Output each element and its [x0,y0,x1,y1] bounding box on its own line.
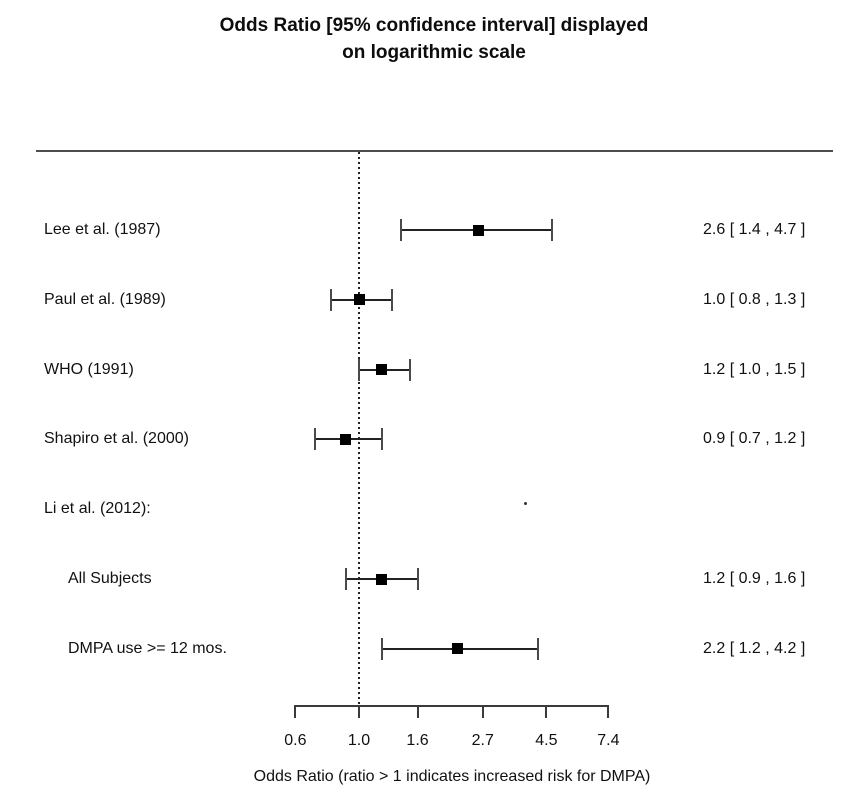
x-axis-line [295,705,609,707]
study-label: Paul et al. (1989) [44,290,166,308]
ci-cap-right [380,428,383,451]
estimate-ci-text: 0.9 [ 0.7 , 1.2 ] [703,430,806,448]
ci-cap-right [390,288,393,311]
chart-title-line1: Odds Ratio [95% confidence interval] dis… [219,15,649,36]
x-axis-tick-label: 0.6 [284,732,307,749]
estimate-marker [376,573,388,585]
study-label: Shapiro et al. (2000) [44,430,189,448]
estimate-marker [353,294,365,306]
x-axis-tick-label: 4.5 [535,732,558,749]
estimate-ci-text: 1.2 [ 0.9 , 1.6 ] [703,570,806,587]
estimate-ci-text: 1.2 [ 1.0 , 1.5 ] [703,360,806,378]
x-axis-tick-label: 7.4 [597,732,620,749]
ci-cap-left [344,568,347,590]
study-label: Lee et al. (1987) [44,221,161,238]
x-axis-tick [607,705,610,718]
estimate-marker [451,643,463,655]
reference-dotted-line [358,152,360,706]
estimate-ci-text: 2.2 [ 1.2 , 4.2 ] [703,639,806,657]
ci-cap-left [358,358,360,381]
study-label: WHO (1991) [44,360,134,378]
x-axis-tick-label: 2.7 [471,732,494,749]
ci-cap-left [313,428,316,451]
estimate-ci-text: 1.0 [ 0.8 , 1.3 ] [703,290,806,308]
ci-cap-right [408,358,411,381]
ci-cap-right [416,568,419,590]
x-axis-title: Odds Ratio (ratio > 1 indicates increase… [253,768,651,785]
chart-title: Odds Ratio [95% confidence interval] dis… [0,12,868,66]
x-axis-tick [294,705,297,718]
x-axis-tick-label: 1.0 [347,732,371,749]
estimate-marker [376,364,388,376]
stray-dot [523,501,527,505]
ci-cap-left [330,288,333,311]
study-label: DMPA use >= 12 mos. [68,639,227,657]
ci-cap-left [399,219,402,241]
x-axis-tick-label: 1.6 [406,732,429,749]
estimate-ci-text: 2.6 [ 1.4 , 4.7 ] [703,221,806,238]
chart-title-line2: on logarithmic scale [342,42,526,63]
ci-cap-right [550,219,553,241]
ci-cap-left [380,637,383,660]
x-axis-tick [481,705,484,718]
top-separator-line [36,150,833,152]
estimate-marker [472,224,484,236]
x-axis-tick [416,705,419,718]
x-axis-tick [358,705,360,718]
estimate-marker [340,433,352,445]
study-label: Li et al. (2012): [44,500,151,518]
x-axis-tick [545,705,548,718]
ci-cap-right [536,637,539,660]
study-label: All Subjects [68,570,152,587]
